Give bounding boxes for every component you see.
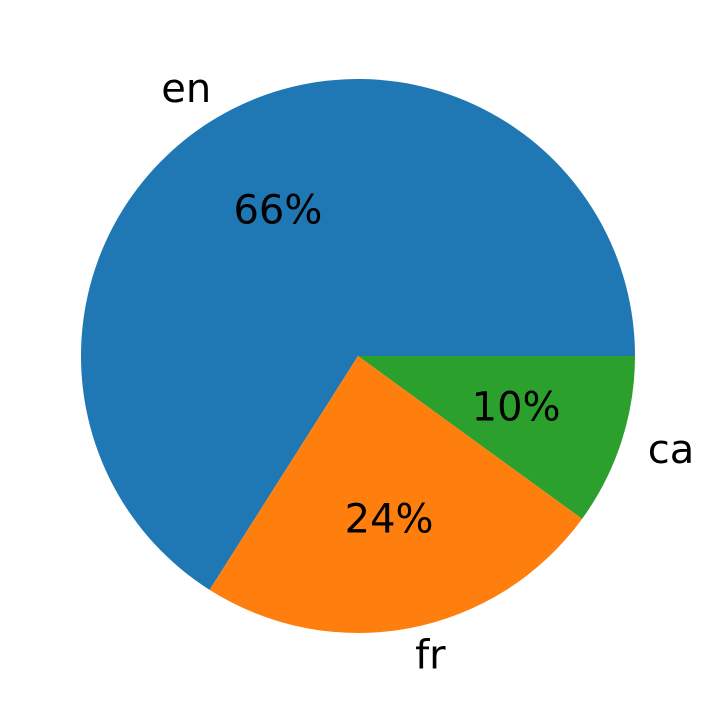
slice-percent-en: 66% [233, 187, 322, 233]
pie-slice-en [80, 78, 636, 590]
pie-slice-ca [358, 356, 635, 519]
pie-slice-fr [209, 356, 583, 634]
slice-label-ca: ca [648, 427, 695, 473]
slice-percent-ca: 10% [472, 384, 561, 430]
slice-label-fr: fr [415, 632, 446, 678]
slice-label-en: en [161, 66, 211, 112]
slice-percent-fr: 24% [345, 496, 434, 542]
